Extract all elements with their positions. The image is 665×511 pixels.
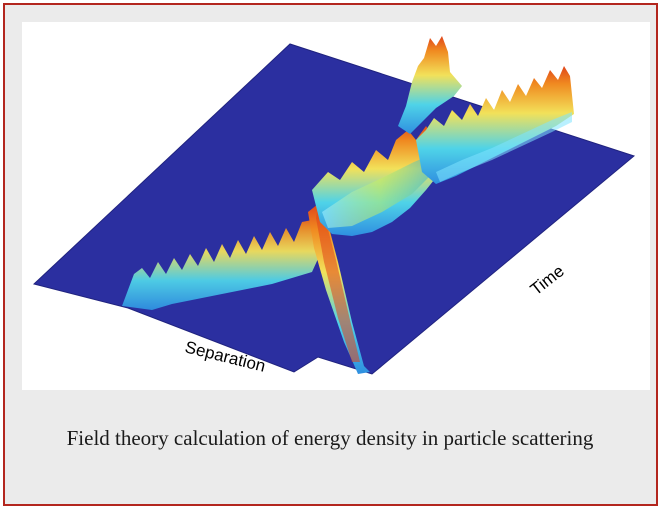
left-soliton-ridge <box>122 212 322 310</box>
back-right-ridge <box>416 66 574 184</box>
incoming-spike-highlight <box>316 206 360 362</box>
back-right-shade <box>436 112 572 182</box>
scattering-surface-plot: Separation Time <box>22 22 650 390</box>
surface-plot-svg: Separation Time <box>32 36 636 376</box>
time-axis-label: Time <box>527 261 568 299</box>
interaction-shade <box>322 152 438 228</box>
figure-caption: Field theory calculation of energy densi… <box>66 426 594 450</box>
figure-card: Separation Time Field theory calculation… <box>3 3 658 506</box>
back-left-peak <box>398 36 462 134</box>
